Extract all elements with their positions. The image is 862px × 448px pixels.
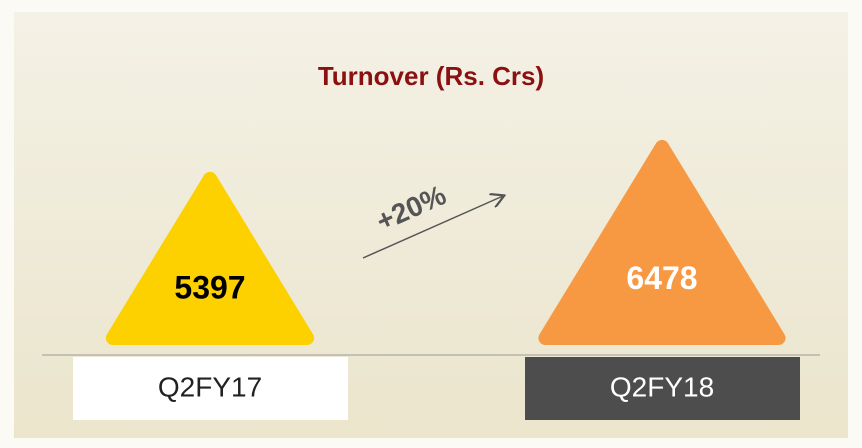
- triangle: [105, 171, 315, 345]
- category-box: [73, 357, 348, 420]
- category-box: [525, 357, 800, 420]
- category-label: Q2FY18: [610, 371, 714, 402]
- triangle: [538, 139, 786, 345]
- chart-title: Turnover (Rs. Crs): [318, 61, 544, 91]
- category-label: Q2FY17: [158, 371, 262, 402]
- growth-arrow: [362, 196, 503, 259]
- data-label: 6478: [626, 260, 697, 296]
- data-label: 5397: [174, 270, 245, 306]
